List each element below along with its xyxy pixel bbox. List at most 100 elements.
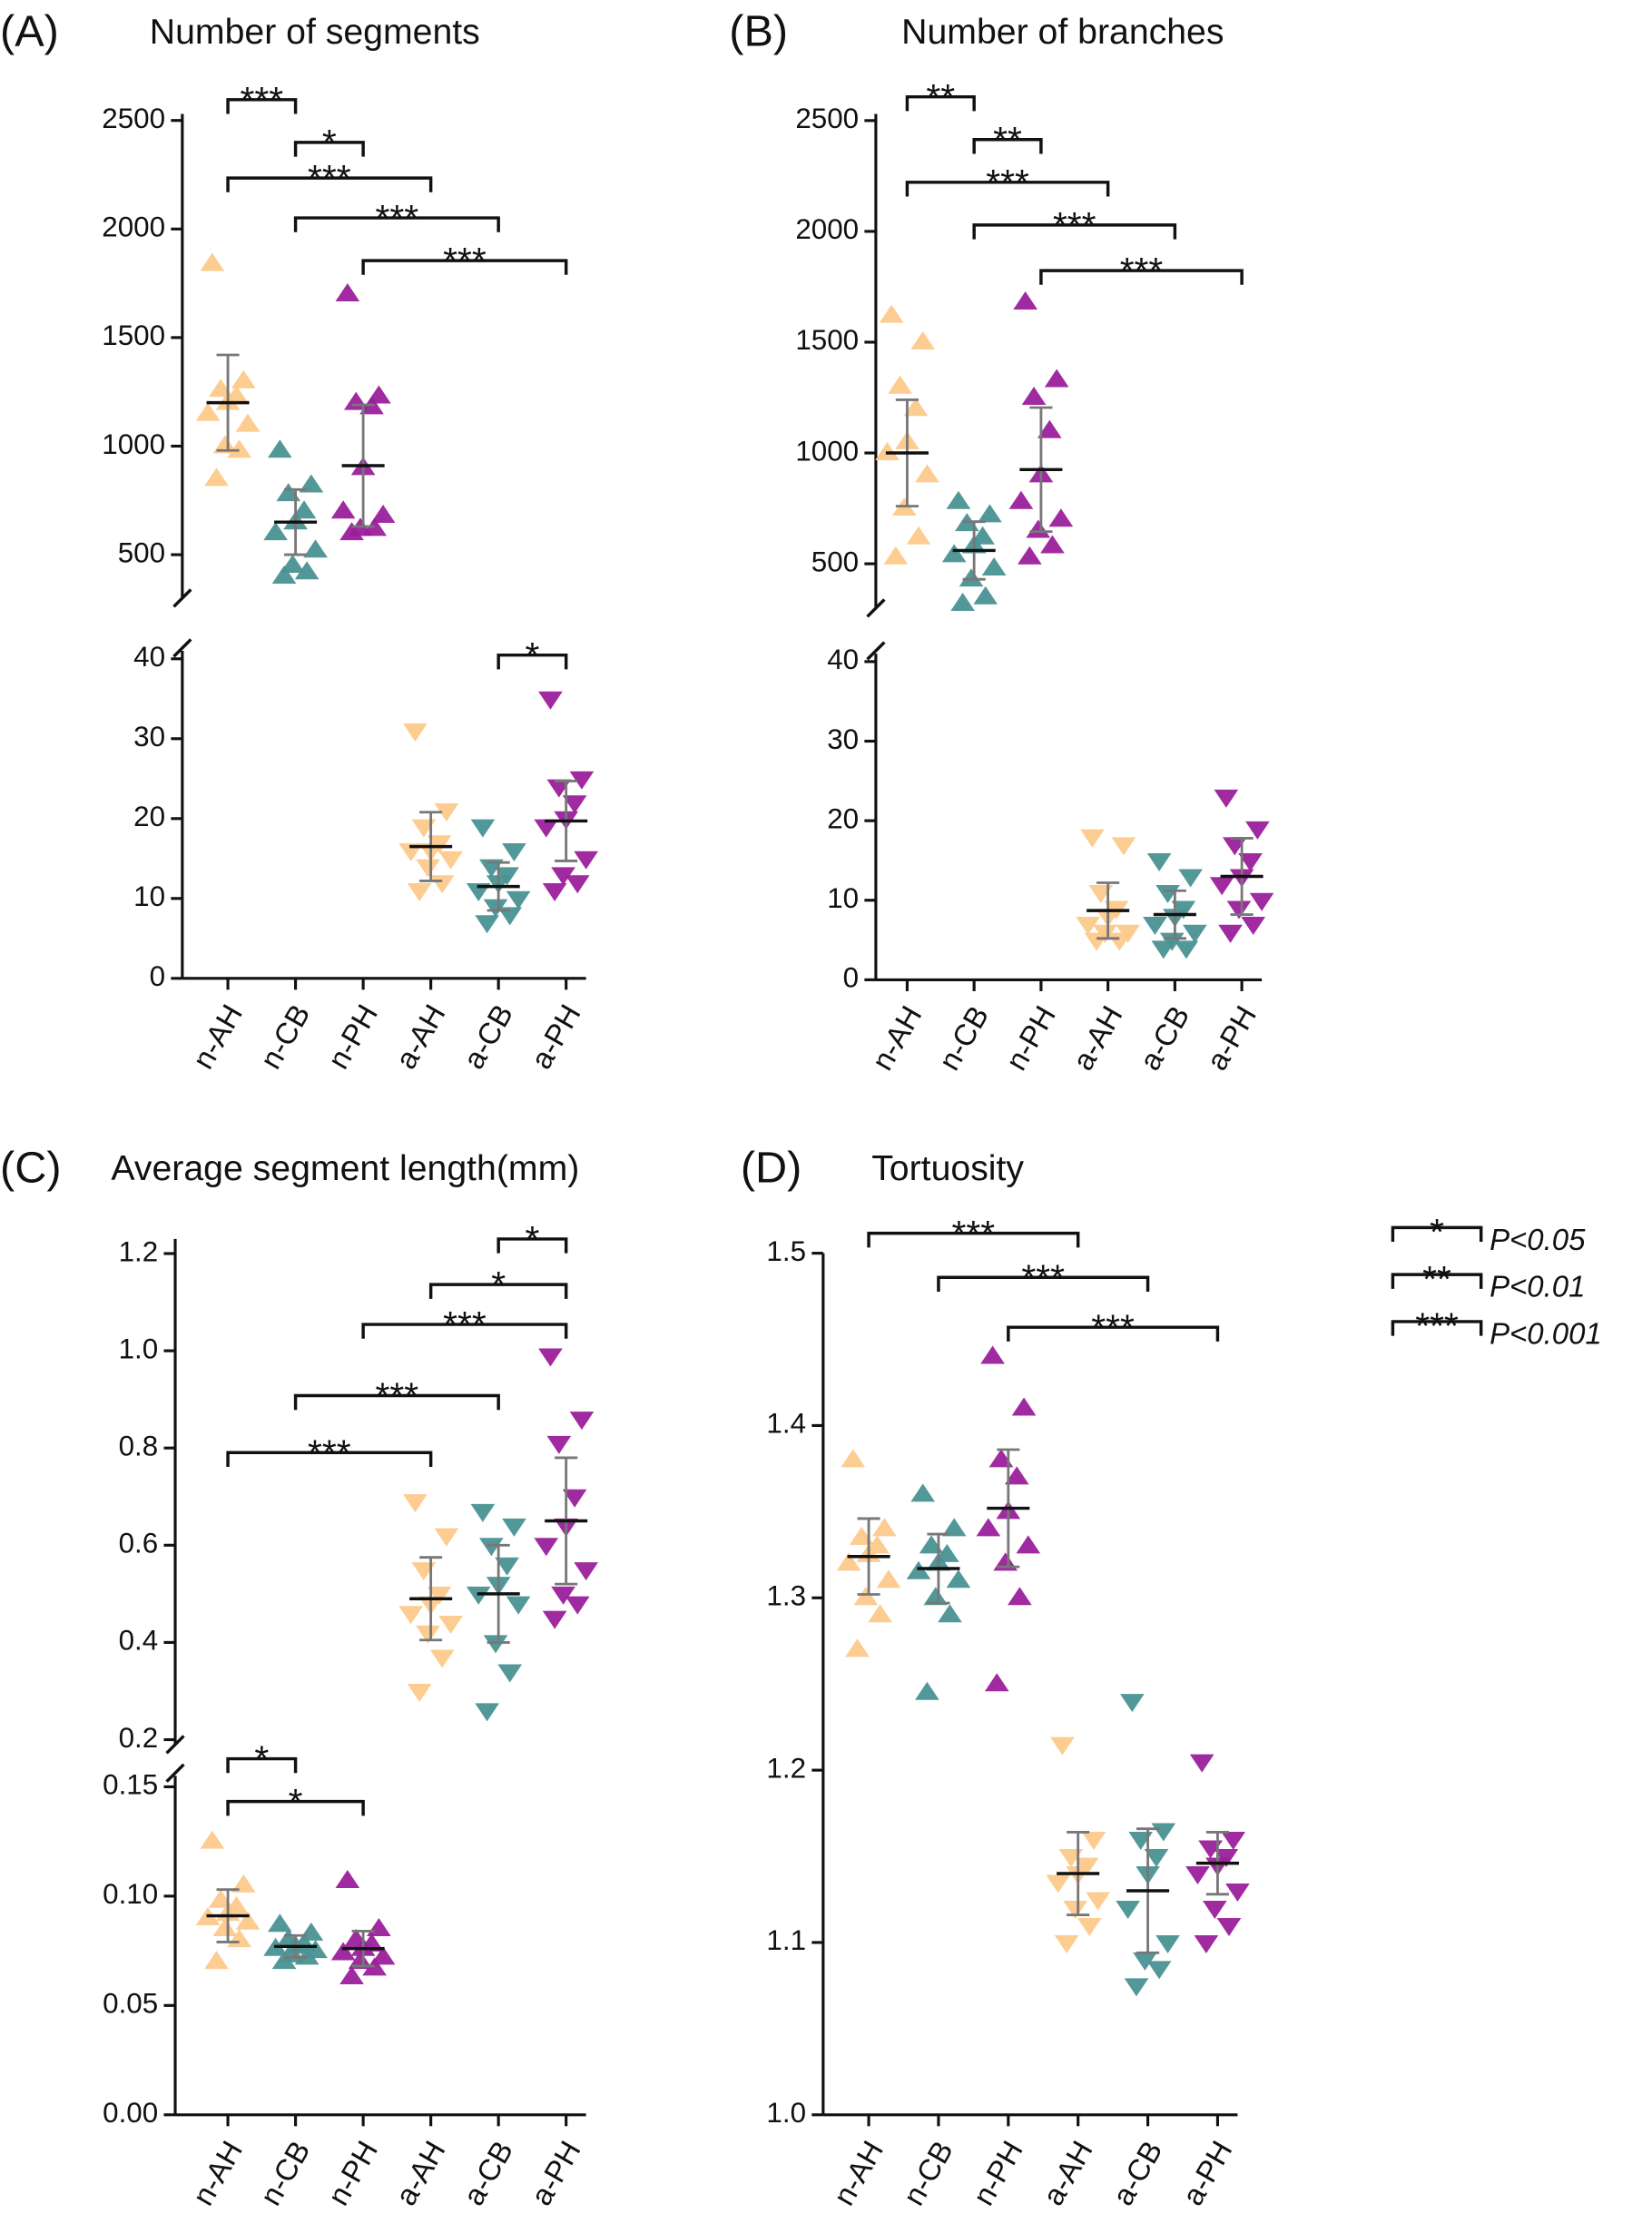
data-point bbox=[542, 883, 567, 902]
y-tick-label: 1.5 bbox=[766, 1235, 806, 1267]
data-point bbox=[466, 1586, 491, 1605]
data-point bbox=[212, 435, 238, 454]
data-point bbox=[1214, 789, 1239, 808]
significance-label: *** bbox=[952, 1213, 996, 1254]
data-point bbox=[562, 1489, 587, 1508]
data-point bbox=[906, 1560, 931, 1579]
x-tick-label: a-AH bbox=[388, 2135, 452, 2210]
data-point bbox=[1040, 535, 1065, 554]
data-point bbox=[271, 1951, 297, 1970]
data-point bbox=[483, 1635, 508, 1654]
data-point bbox=[1218, 924, 1243, 943]
significance-bracket bbox=[905, 94, 976, 112]
data-point bbox=[271, 566, 297, 585]
significance-label: *** bbox=[241, 79, 284, 121]
significance-bracket bbox=[972, 223, 1177, 240]
data-point bbox=[470, 819, 496, 838]
data-point bbox=[416, 859, 440, 878]
legend-symbol: *** bbox=[1415, 1305, 1459, 1347]
significance-bracket bbox=[972, 138, 1043, 154]
data-point bbox=[403, 723, 428, 742]
data-point bbox=[268, 1913, 292, 1933]
x-tick-label: n-PH bbox=[998, 1000, 1062, 1076]
legend-label: P<0.05 bbox=[1490, 1223, 1586, 1256]
data-point bbox=[1128, 1832, 1154, 1851]
data-point bbox=[888, 375, 912, 394]
axis-break bbox=[172, 588, 192, 608]
data-point bbox=[268, 439, 292, 458]
data-point bbox=[1133, 1952, 1157, 1971]
data-point bbox=[506, 1596, 531, 1615]
x-tick-label: n-AH bbox=[186, 2135, 250, 2210]
data-point bbox=[434, 1528, 459, 1547]
data-point bbox=[411, 819, 437, 838]
data-point bbox=[938, 1604, 962, 1623]
data-point bbox=[276, 483, 301, 502]
data-point bbox=[574, 1562, 598, 1581]
data-point bbox=[427, 1586, 452, 1605]
data-point bbox=[1046, 1874, 1071, 1894]
chart-title: Average segment length(mm) bbox=[111, 1148, 579, 1188]
significance-bracket bbox=[226, 1451, 433, 1467]
data-point bbox=[875, 442, 900, 461]
y-tick-label: 40 bbox=[827, 644, 859, 675]
data-point bbox=[407, 883, 432, 902]
data-point bbox=[876, 1569, 901, 1589]
data-point bbox=[367, 1918, 391, 1937]
y-tick-label: 1000 bbox=[102, 428, 165, 460]
y-tick-label: 1500 bbox=[795, 324, 859, 356]
significance-bracket bbox=[226, 1799, 365, 1816]
chart-title: Number of branches bbox=[901, 12, 1224, 52]
x-tick-label: n-AH bbox=[827, 2135, 890, 2210]
data-point bbox=[910, 330, 936, 349]
significance-bracket bbox=[428, 1283, 568, 1299]
x-tick-label: a-PH bbox=[1175, 2135, 1239, 2210]
y-tick-label: 0.10 bbox=[103, 1878, 158, 1910]
x-tick-label: n-CB bbox=[932, 1000, 996, 1076]
y-tick-label: 1.2 bbox=[119, 1235, 159, 1267]
chart-title: Tortuosity bbox=[871, 1148, 1024, 1188]
axis-break bbox=[866, 641, 886, 661]
data-point bbox=[538, 1348, 563, 1367]
data-point bbox=[497, 1664, 523, 1683]
x-tick-label: a-AH bbox=[1066, 1000, 1129, 1076]
data-point bbox=[483, 899, 508, 918]
data-point bbox=[915, 1681, 939, 1700]
x-tick-label: n-PH bbox=[321, 998, 385, 1074]
significance-bracket bbox=[867, 1231, 1080, 1248]
significance-label: *** bbox=[1120, 250, 1164, 291]
x-tick-label: n-PH bbox=[966, 2135, 1029, 2210]
data-point bbox=[1076, 917, 1101, 936]
data-point bbox=[1144, 1849, 1169, 1868]
data-point bbox=[495, 1557, 519, 1576]
significance-bracket bbox=[361, 259, 568, 275]
data-point bbox=[1116, 1900, 1140, 1919]
data-point bbox=[903, 398, 929, 417]
significance-bracket bbox=[293, 216, 500, 232]
data-point bbox=[212, 1918, 238, 1937]
data-point bbox=[438, 1615, 463, 1634]
data-point bbox=[1050, 1736, 1075, 1756]
data-point bbox=[574, 851, 598, 870]
data-point bbox=[235, 1911, 261, 1930]
data-point bbox=[475, 915, 499, 934]
axis-break bbox=[866, 598, 886, 618]
panel-label: (C) bbox=[0, 1143, 62, 1192]
y-tick-label: 10 bbox=[827, 882, 859, 914]
significance-label: ** bbox=[993, 119, 1022, 161]
x-tick-label: n-PH bbox=[321, 2135, 385, 2210]
data-point bbox=[231, 369, 256, 389]
x-tick-label: a-CB bbox=[457, 998, 520, 1074]
data-point bbox=[1151, 1823, 1176, 1842]
significance-bracket bbox=[1007, 1325, 1220, 1342]
data-point bbox=[294, 1946, 320, 1965]
data-point bbox=[978, 504, 1002, 523]
data-point bbox=[1004, 1466, 1029, 1485]
data-point bbox=[849, 1526, 874, 1545]
data-point bbox=[1048, 508, 1074, 527]
data-point bbox=[339, 522, 364, 541]
data-point bbox=[906, 526, 931, 545]
x-tick-label: a-CB bbox=[1106, 2135, 1169, 2210]
x-tick-label: n-CB bbox=[253, 2135, 317, 2210]
significance-label: ** bbox=[926, 76, 955, 118]
